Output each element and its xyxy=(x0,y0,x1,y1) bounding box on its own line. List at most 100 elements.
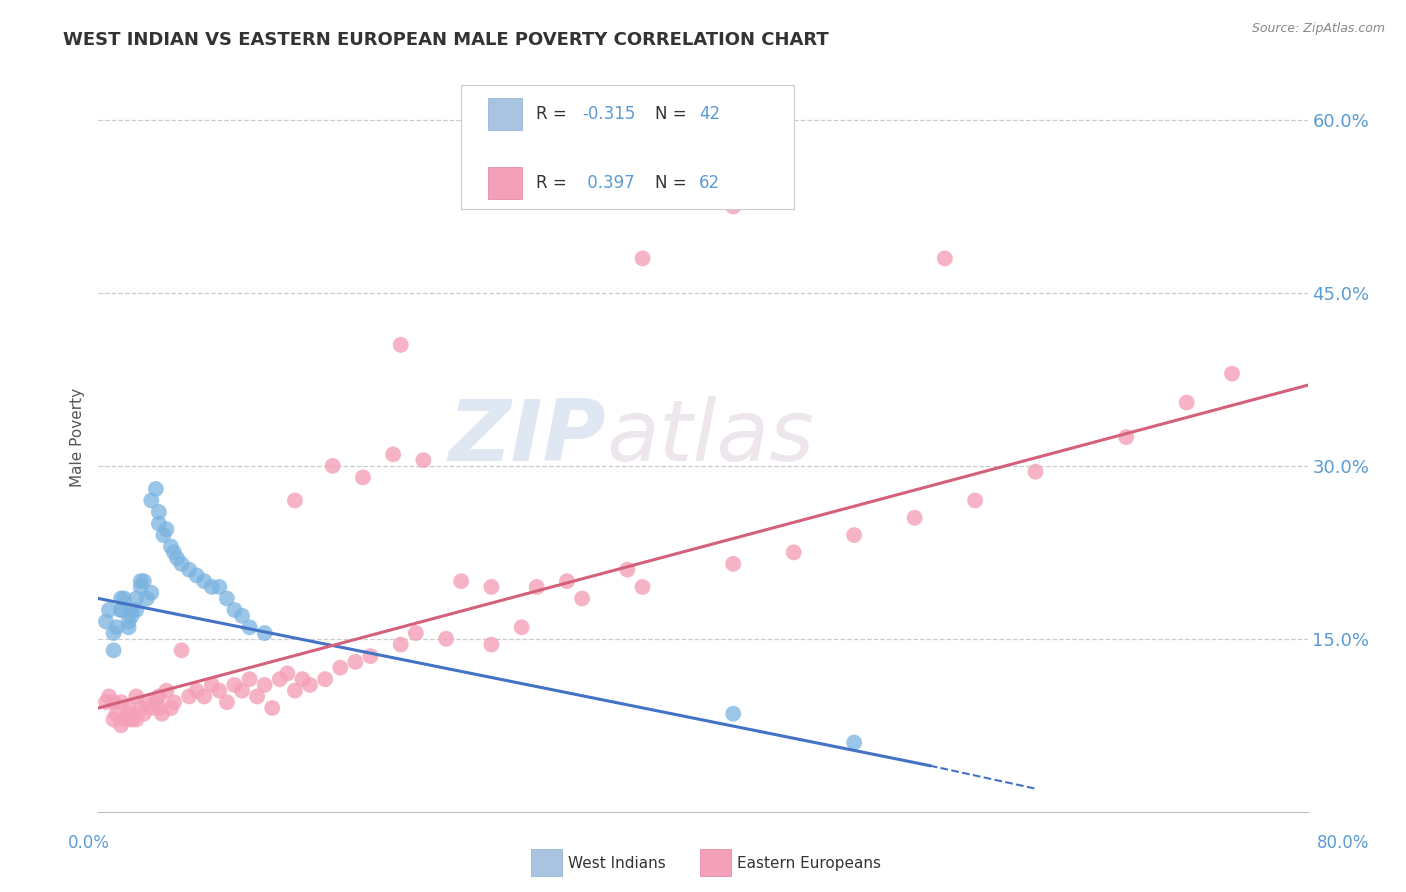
Point xyxy=(231,683,253,698)
Point xyxy=(1024,465,1046,479)
Point xyxy=(284,683,307,698)
Point xyxy=(98,690,121,704)
FancyBboxPatch shape xyxy=(488,98,522,130)
Point xyxy=(253,678,276,692)
Point xyxy=(112,591,135,606)
Point xyxy=(103,713,125,727)
Point xyxy=(186,568,208,582)
Point xyxy=(125,591,148,606)
Text: ZIP: ZIP xyxy=(449,395,606,479)
Point xyxy=(481,580,503,594)
Point xyxy=(129,574,152,589)
FancyBboxPatch shape xyxy=(488,168,522,199)
Point xyxy=(844,735,866,749)
Text: 62: 62 xyxy=(699,174,720,192)
Point xyxy=(215,695,238,709)
Point xyxy=(412,453,434,467)
Point xyxy=(631,252,654,266)
Point xyxy=(299,678,322,692)
Point xyxy=(170,557,193,571)
Point xyxy=(208,580,231,594)
Point xyxy=(132,706,155,721)
Point xyxy=(450,574,472,589)
Point xyxy=(193,574,215,589)
Point xyxy=(103,643,125,657)
Point xyxy=(434,632,457,646)
Point xyxy=(141,493,163,508)
Text: West Indians: West Indians xyxy=(568,856,666,871)
Text: N =: N = xyxy=(655,105,692,123)
Point xyxy=(148,690,170,704)
Point xyxy=(94,615,117,629)
Text: 42: 42 xyxy=(699,105,720,123)
Point xyxy=(389,638,412,652)
Point xyxy=(201,580,224,594)
Point xyxy=(121,713,143,727)
Text: 0.397: 0.397 xyxy=(582,174,634,192)
Point xyxy=(262,701,284,715)
Point xyxy=(344,655,367,669)
Point xyxy=(253,626,276,640)
Point xyxy=(269,672,291,686)
Point xyxy=(132,574,155,589)
Point xyxy=(118,706,141,721)
Point xyxy=(121,603,143,617)
Point xyxy=(844,528,866,542)
Point xyxy=(125,690,148,704)
Point xyxy=(118,615,141,629)
Text: atlas: atlas xyxy=(606,395,814,479)
Point xyxy=(360,649,382,664)
Point xyxy=(103,695,125,709)
Point xyxy=(148,701,170,715)
Point xyxy=(631,580,654,594)
Text: R =: R = xyxy=(536,105,572,123)
Point xyxy=(163,695,186,709)
Point xyxy=(170,643,193,657)
Point xyxy=(105,620,128,634)
Point xyxy=(284,493,307,508)
Point xyxy=(934,252,956,266)
Point xyxy=(510,620,533,634)
Point xyxy=(148,505,170,519)
Point xyxy=(783,545,806,559)
Point xyxy=(1175,395,1198,409)
Point xyxy=(110,591,132,606)
Point xyxy=(125,603,148,617)
Text: N =: N = xyxy=(655,174,692,192)
Point xyxy=(179,690,201,704)
Point xyxy=(526,580,548,594)
Point xyxy=(179,563,201,577)
Point xyxy=(110,718,132,732)
Point xyxy=(160,701,183,715)
Point xyxy=(322,458,344,473)
Point xyxy=(135,591,157,606)
Point xyxy=(723,557,745,571)
Point xyxy=(114,713,136,727)
Point xyxy=(239,620,262,634)
Point xyxy=(145,482,167,496)
Point xyxy=(150,706,173,721)
Point xyxy=(224,678,246,692)
Point xyxy=(1220,367,1243,381)
Point xyxy=(141,701,163,715)
Point xyxy=(571,591,593,606)
Point xyxy=(121,608,143,623)
Text: WEST INDIAN VS EASTERN EUROPEAN MALE POVERTY CORRELATION CHART: WEST INDIAN VS EASTERN EUROPEAN MALE POV… xyxy=(63,31,830,49)
Text: R =: R = xyxy=(536,174,572,192)
Point xyxy=(723,706,745,721)
Text: -0.315: -0.315 xyxy=(582,105,636,123)
Point xyxy=(129,580,152,594)
Point xyxy=(155,683,177,698)
Point xyxy=(904,510,927,524)
Point xyxy=(314,672,336,686)
Text: Eastern Europeans: Eastern Europeans xyxy=(737,856,880,871)
Point xyxy=(98,603,121,617)
Text: 0.0%: 0.0% xyxy=(67,834,110,852)
Point xyxy=(215,591,238,606)
Point xyxy=(329,660,352,674)
Y-axis label: Male Poverty: Male Poverty xyxy=(70,387,86,487)
Point xyxy=(110,603,132,617)
Point xyxy=(145,695,167,709)
Point xyxy=(246,690,269,704)
Point xyxy=(389,338,412,352)
